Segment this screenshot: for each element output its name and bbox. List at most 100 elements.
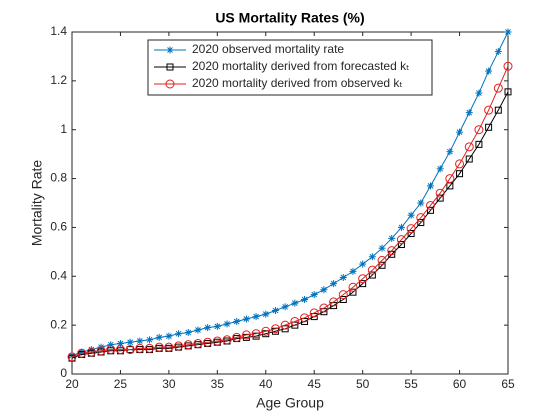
marker (291, 321, 299, 329)
marker (406, 224, 416, 234)
marker (145, 343, 155, 353)
marker (349, 267, 357, 275)
marker (494, 48, 502, 56)
x-tick-label: 55 (404, 377, 418, 391)
marker-stroke (253, 313, 259, 320)
marker-stroke (495, 48, 502, 55)
marker-stroke (369, 253, 376, 260)
marker (484, 105, 494, 115)
marker (164, 342, 174, 352)
marker-stroke (282, 303, 289, 310)
marker-stroke (466, 109, 473, 116)
marker (67, 352, 77, 362)
marker (126, 338, 134, 346)
marker (435, 188, 445, 198)
legend: 2020 observed mortality rate 2020 mortali… (147, 39, 433, 96)
marker (436, 194, 444, 202)
marker-stroke (136, 338, 143, 344)
marker (493, 83, 503, 93)
marker (242, 315, 250, 323)
marker (367, 265, 377, 275)
marker (407, 230, 415, 238)
marker (349, 288, 357, 296)
marker (320, 308, 328, 316)
marker (368, 253, 376, 261)
marker (368, 271, 376, 279)
marker-stroke (243, 316, 250, 322)
marker (485, 67, 493, 75)
marker (465, 109, 473, 117)
marker (166, 46, 174, 54)
x-tick-label: 25 (114, 377, 128, 391)
marker-stroke (447, 148, 453, 155)
marker (320, 286, 328, 294)
marker (281, 325, 289, 333)
marker (165, 79, 175, 89)
marker (194, 326, 202, 334)
x-tick-label: 20 (65, 377, 79, 391)
marker (494, 106, 502, 114)
marker (174, 341, 184, 351)
marker (426, 182, 434, 190)
marker (193, 338, 203, 348)
y-axis-label: Mortality Rate (29, 160, 45, 247)
marker (358, 274, 368, 284)
marker (241, 330, 251, 340)
marker (348, 282, 358, 292)
marker (396, 235, 406, 245)
marker-stroke (388, 235, 395, 242)
marker-stroke (311, 291, 318, 298)
marker (310, 313, 318, 321)
marker (339, 295, 347, 303)
marker (446, 148, 454, 156)
marker (135, 343, 145, 353)
series-line (71, 31, 509, 357)
marker (445, 174, 455, 184)
marker (378, 261, 386, 269)
marker (107, 341, 115, 349)
marker (291, 299, 299, 307)
marker (475, 140, 483, 148)
marker-stroke (117, 340, 124, 347)
marker-stroke (175, 330, 182, 337)
marker-stroke (359, 261, 366, 267)
marker-stroke (156, 334, 163, 341)
marker (359, 260, 367, 268)
marker (125, 345, 135, 355)
marker-stroke (485, 68, 492, 74)
y-tick-label: 0.2 (50, 317, 67, 331)
marker-stroke (291, 300, 298, 307)
marker-stroke (69, 352, 75, 359)
marker (154, 342, 164, 352)
marker (310, 291, 318, 299)
marker (388, 234, 396, 242)
marker (465, 155, 473, 163)
marker (397, 241, 405, 249)
marker (417, 219, 425, 227)
marker-stroke (127, 339, 133, 346)
marker (387, 246, 397, 256)
marker (474, 125, 484, 135)
marker (222, 335, 232, 345)
marker-stroke (330, 280, 337, 287)
x-tick-label: 40 (259, 377, 273, 391)
legend-label: 2020 observed mortality rate (192, 42, 344, 56)
marker (223, 320, 231, 328)
marker (397, 223, 405, 231)
marker (212, 336, 222, 346)
marker (165, 332, 173, 340)
series-line (71, 91, 509, 359)
marker (425, 200, 435, 210)
marker-stroke (379, 245, 385, 252)
marker (504, 28, 512, 36)
marker-stroke (476, 90, 482, 96)
marker (166, 63, 174, 71)
marker (464, 142, 474, 152)
marker-stroke (398, 224, 405, 231)
marker (436, 165, 444, 173)
marker (359, 280, 367, 288)
marker (204, 324, 212, 332)
marker (426, 206, 434, 214)
marker (252, 313, 260, 321)
marker (106, 345, 116, 355)
